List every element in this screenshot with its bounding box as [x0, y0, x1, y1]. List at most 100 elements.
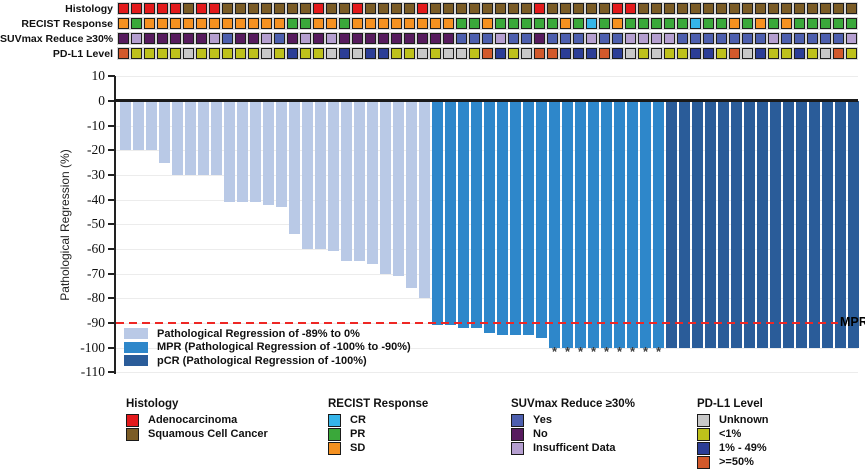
track-row-recist: RECIST Response — [0, 17, 857, 30]
track-cell-recist — [703, 18, 714, 29]
track-cell-suvmax — [560, 33, 571, 44]
bar — [770, 101, 781, 348]
track-cell-histology — [768, 3, 779, 14]
tick-label: -110 — [80, 364, 105, 380]
track-cell-histology — [339, 3, 350, 14]
track-cell-suvmax — [469, 33, 480, 44]
bar — [302, 101, 313, 249]
track-cell-histology — [391, 3, 402, 14]
track-cell-suvmax — [755, 33, 766, 44]
track-cell-recist — [586, 18, 597, 29]
track-cell-histology — [131, 3, 142, 14]
legend-swatch — [697, 413, 710, 427]
track-cell-recist — [378, 18, 389, 29]
track-cell-histology — [651, 3, 662, 14]
bar — [822, 101, 833, 348]
track-cell-recist — [456, 18, 467, 29]
track-cell-recist — [404, 18, 415, 29]
legend-label: 1% - 49% — [719, 442, 767, 454]
track-cell-pdl1 — [742, 48, 753, 59]
track-cell-suvmax — [456, 33, 467, 44]
track-cell-suvmax — [742, 33, 753, 44]
track-cell-histology — [599, 3, 610, 14]
track-cell-recist — [508, 18, 519, 29]
bar — [497, 101, 508, 336]
legend-label: Pathological Regression of -89% to 0% — [157, 327, 360, 340]
y-axis-line — [114, 76, 116, 374]
bar — [406, 101, 417, 289]
legend-item: <1% — [697, 427, 769, 441]
track-cell-pdl1 — [820, 48, 831, 59]
track-cell-pdl1 — [703, 48, 714, 59]
bar — [510, 101, 521, 336]
bar — [250, 101, 261, 203]
track-cell-suvmax — [391, 33, 402, 44]
bar — [601, 101, 612, 348]
legend-item: Unknown — [697, 413, 769, 427]
mpr-threshold-label: MPR — [840, 315, 865, 329]
tick-label: -80 — [87, 290, 105, 306]
track-cell-pdl1 — [833, 48, 844, 59]
tick-mark — [108, 198, 115, 201]
track-cell-suvmax — [430, 33, 441, 44]
track-cell-pdl1 — [456, 48, 467, 59]
track-cell-suvmax — [235, 33, 246, 44]
track-cell-histology — [755, 3, 766, 14]
track-cell-histology — [417, 3, 428, 14]
track-cell-suvmax — [261, 33, 272, 44]
track-cell-suvmax — [833, 33, 844, 44]
track-cell-histology — [326, 3, 337, 14]
track-cell-histology — [521, 3, 532, 14]
track-cell-histology — [443, 3, 454, 14]
track-cell-histology — [144, 3, 155, 14]
legend-group: PD-L1 Level Unknown <1% 1% - 49% >=50% — [697, 398, 769, 470]
track-cell-recist — [768, 18, 779, 29]
tick-label: -10 — [87, 117, 105, 133]
track-label: RECIST Response — [21, 17, 113, 30]
bar — [276, 101, 287, 208]
tick-mark — [108, 100, 115, 102]
track-cell-pdl1 — [313, 48, 324, 59]
legend-item: Pathological Regression of -89% to 0% — [124, 327, 411, 341]
legend-swatch — [697, 455, 710, 469]
track-cell-recist — [209, 18, 220, 29]
tick-mark — [108, 371, 115, 374]
tick-label: -70 — [87, 265, 105, 281]
track-label: Histology — [65, 2, 113, 15]
bar — [432, 101, 443, 326]
track-cell-pdl1 — [274, 48, 285, 59]
bar — [614, 101, 625, 348]
track-cell-recist — [625, 18, 636, 29]
tick-mark — [108, 149, 115, 152]
bars — [120, 101, 859, 348]
bar — [562, 101, 573, 348]
track-cell-pdl1 — [846, 48, 857, 59]
track-cell-recist — [131, 18, 142, 29]
tick-label: 10 — [91, 68, 106, 84]
track-cell-suvmax — [547, 33, 558, 44]
track-cell-suvmax — [222, 33, 233, 44]
track-cell-recist — [443, 18, 454, 29]
track-cell-recist — [820, 18, 831, 29]
bar — [341, 101, 352, 262]
track-cell-recist — [482, 18, 493, 29]
track-cell-recist — [248, 18, 259, 29]
tick-label: 0 — [98, 93, 105, 108]
legend-swatch — [328, 413, 341, 427]
asterisk: * — [603, 344, 610, 359]
track-cell-histology — [794, 3, 805, 14]
bar — [809, 101, 820, 348]
legend-item: 1% - 49% — [697, 441, 769, 455]
legend-item: pCR (Pathological Regression of -100%) — [124, 354, 411, 368]
bar — [419, 101, 430, 299]
track-cell-histology — [248, 3, 259, 14]
legend-swatch — [124, 328, 148, 340]
track-cell-pdl1 — [248, 48, 259, 59]
tick-label: -30 — [87, 167, 105, 182]
tick-label: -100 — [80, 339, 105, 355]
bar — [640, 101, 651, 348]
track-cell-histology — [365, 3, 376, 14]
tick-label: -20 — [87, 142, 105, 158]
track-cell-pdl1 — [482, 48, 493, 59]
